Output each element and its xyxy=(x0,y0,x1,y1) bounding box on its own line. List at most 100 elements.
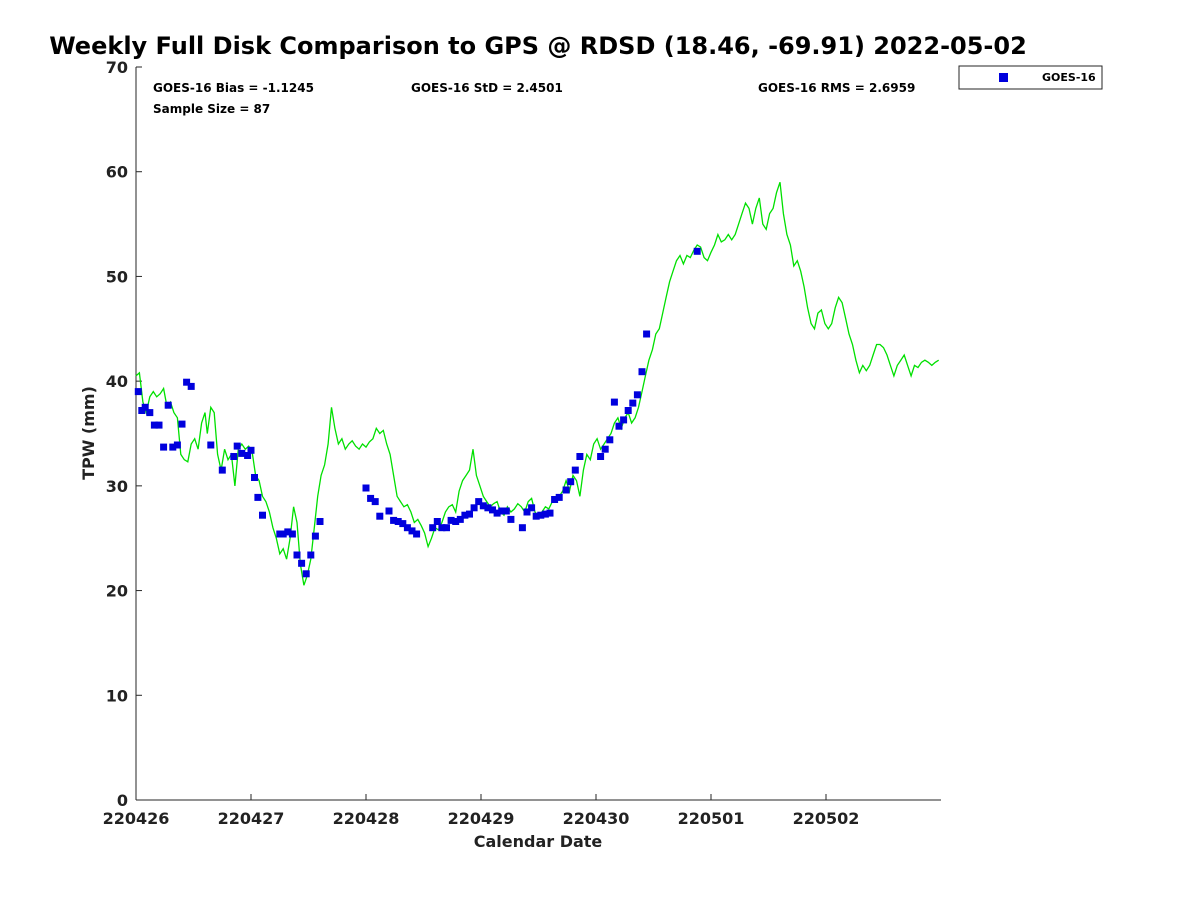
plot-background xyxy=(136,67,941,800)
goes16-point xyxy=(173,441,181,449)
goes16-point xyxy=(394,518,402,525)
goes16-point xyxy=(254,493,262,501)
y-tick-label: 60 xyxy=(106,163,128,182)
goes16-point xyxy=(169,443,177,451)
goes16-point xyxy=(433,518,441,525)
goes16-point xyxy=(470,504,478,512)
goes16-point xyxy=(610,398,618,406)
goes16-point xyxy=(532,512,540,520)
goes16-point xyxy=(475,498,483,506)
stat-rms: GOES-16 RMS = 2.6959 xyxy=(758,81,915,95)
goes16-point xyxy=(429,524,437,532)
goes16-point xyxy=(555,493,563,501)
goes16-point xyxy=(288,530,296,538)
goes16-point xyxy=(620,416,628,424)
goes16-point xyxy=(601,445,609,453)
goes16-point xyxy=(528,504,536,512)
y-tick-label: 50 xyxy=(106,267,128,286)
x-tick-label: 220430 xyxy=(563,809,630,828)
x-tick-label: 220426 xyxy=(103,809,170,828)
goes16-point xyxy=(279,530,287,538)
y-axis-ticks: 0 10 20 30 40 50 60 70 xyxy=(106,58,142,810)
goes16-point xyxy=(518,524,526,532)
y-tick-label: 20 xyxy=(106,582,128,601)
goes16-point xyxy=(238,449,246,457)
x-tick-label: 220429 xyxy=(448,809,515,828)
legend-label-goes16: GOES-16 xyxy=(1042,71,1096,84)
goes16-point xyxy=(371,498,379,506)
chart-title: Weekly Full Disk Comparison to GPS @ RDS… xyxy=(49,32,1027,60)
goes16-point xyxy=(293,551,301,559)
goes16-point xyxy=(218,466,226,474)
goes16-point xyxy=(385,507,393,515)
goes16-point xyxy=(597,453,605,460)
goes16-point xyxy=(498,507,506,515)
goes16-point xyxy=(484,504,492,512)
legend-marker-goes16 xyxy=(999,73,1008,82)
goes16-point xyxy=(551,496,559,503)
goes16-point xyxy=(233,442,241,450)
series-goes16 xyxy=(134,247,701,578)
goes16-point xyxy=(606,436,614,444)
goes16-point xyxy=(311,532,319,540)
goes16-point xyxy=(493,509,501,517)
goes16-point xyxy=(461,511,469,519)
x-axis-label: Calendar Date xyxy=(474,832,603,851)
goes16-point xyxy=(207,441,215,449)
goes16-point xyxy=(367,494,375,502)
stat-sample-size: Sample Size = 87 xyxy=(153,102,270,116)
goes16-point xyxy=(251,474,258,481)
plot-area xyxy=(136,67,941,800)
goes16-point xyxy=(571,466,579,474)
goes16-point xyxy=(298,559,306,567)
x-tick-label: 220502 xyxy=(793,809,860,828)
goes16-point xyxy=(155,421,163,429)
goes16-point xyxy=(629,399,637,407)
legend: GOES-16 xyxy=(958,65,1103,90)
goes16-point xyxy=(284,528,292,536)
y-axis-label: TPW (mm) xyxy=(79,386,98,480)
goes16-point xyxy=(479,502,487,510)
legend-box xyxy=(958,65,1103,90)
goes16-point xyxy=(134,388,142,396)
goes16-point xyxy=(562,486,570,494)
goes16-point xyxy=(390,516,398,524)
goes16-point xyxy=(164,401,172,409)
goes16-point xyxy=(456,515,464,523)
goes16-point xyxy=(413,530,421,538)
goes16-point xyxy=(537,511,545,519)
y-tick-label: 40 xyxy=(106,372,128,391)
goes16-point xyxy=(302,570,310,578)
goes16-point xyxy=(447,516,455,524)
goes16-point xyxy=(507,515,515,523)
stat-bias: GOES-16 Bias = -1.1245 xyxy=(153,81,314,95)
goes16-point xyxy=(316,518,324,525)
goes16-point xyxy=(187,382,195,390)
y-tick-label: 30 xyxy=(106,477,128,496)
goes16-point xyxy=(160,443,168,451)
goes16-point xyxy=(693,247,701,255)
goes16-point xyxy=(230,453,238,460)
goes16-point xyxy=(643,330,651,338)
goes16-point xyxy=(362,484,370,492)
goes16-point xyxy=(408,527,416,535)
goes16-point xyxy=(307,551,315,559)
goes16-point xyxy=(489,506,496,514)
x-tick-label: 220427 xyxy=(218,809,285,828)
goes16-point xyxy=(178,420,186,428)
goes16-point xyxy=(541,510,549,518)
goes16-point xyxy=(376,512,384,520)
x-axis-ticks: 220426 220427 220428 220429 220430 220501 2205… xyxy=(103,794,860,828)
goes16-point xyxy=(259,511,266,519)
goes16-point xyxy=(615,422,623,430)
goes16-point xyxy=(443,524,450,532)
goes16-point xyxy=(150,421,158,429)
goes16-point xyxy=(452,518,460,525)
goes16-point xyxy=(141,403,149,411)
goes16-point xyxy=(146,409,154,417)
x-tick-label: 220428 xyxy=(333,809,400,828)
y-tick-label: 10 xyxy=(106,686,128,705)
goes16-point xyxy=(244,452,252,459)
y-tick-label: 0 xyxy=(117,791,128,810)
